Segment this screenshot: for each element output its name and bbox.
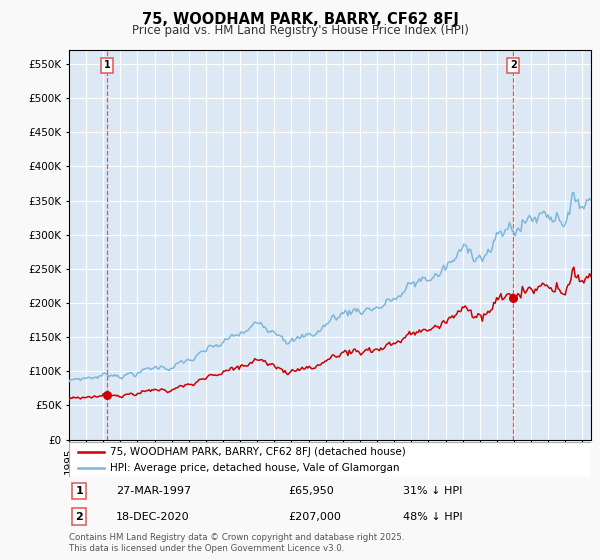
Text: £207,000: £207,000 <box>288 512 341 521</box>
Text: 31% ↓ HPI: 31% ↓ HPI <box>403 486 463 496</box>
Text: Price paid vs. HM Land Registry's House Price Index (HPI): Price paid vs. HM Land Registry's House … <box>131 24 469 36</box>
Text: 2: 2 <box>510 60 517 71</box>
Text: 75, WOODHAM PARK, BARRY, CF62 8FJ: 75, WOODHAM PARK, BARRY, CF62 8FJ <box>142 12 458 27</box>
Text: 1: 1 <box>75 486 83 496</box>
Text: 2: 2 <box>75 512 83 521</box>
Text: £65,950: £65,950 <box>288 486 334 496</box>
Text: 18-DEC-2020: 18-DEC-2020 <box>116 512 190 521</box>
Text: 27-MAR-1997: 27-MAR-1997 <box>116 486 191 496</box>
Text: Contains HM Land Registry data © Crown copyright and database right 2025.
This d: Contains HM Land Registry data © Crown c… <box>69 533 404 553</box>
Text: 1: 1 <box>104 60 110 71</box>
Text: 75, WOODHAM PARK, BARRY, CF62 8FJ (detached house): 75, WOODHAM PARK, BARRY, CF62 8FJ (detac… <box>110 447 406 457</box>
Text: 48% ↓ HPI: 48% ↓ HPI <box>403 512 463 521</box>
Text: HPI: Average price, detached house, Vale of Glamorgan: HPI: Average price, detached house, Vale… <box>110 463 399 473</box>
